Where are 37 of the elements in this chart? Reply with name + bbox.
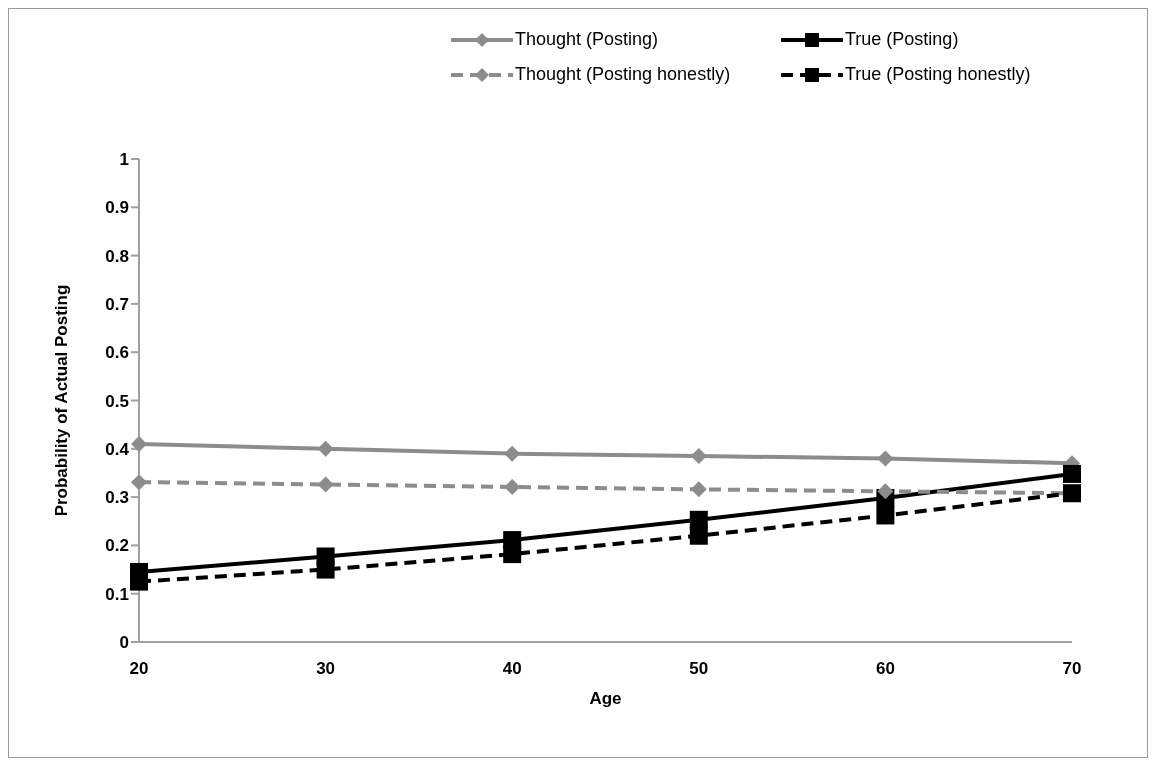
point [503,545,522,564]
y-tick-label: 0.6 [105,343,129,363]
point [504,445,521,462]
x-tick-label: 50 [689,659,709,679]
point [317,440,334,457]
y-tick-label: 0.5 [105,391,129,411]
y-tick-label: 0.1 [105,584,129,604]
point [876,506,895,525]
point [131,435,147,452]
y-tick-label: 0.3 [105,488,129,508]
y-axis-title: Probability of Actual Posting [52,284,72,517]
point [131,474,147,491]
point [877,483,894,500]
point [689,526,708,545]
point [877,450,894,467]
y-tick-label: 1 [119,150,129,170]
legend-label: True (Posting) [845,29,959,50]
y-tick-label: 0.9 [105,198,129,218]
legend-label: True (Posting honestly) [845,64,1031,85]
point [1063,464,1081,483]
legend-label: Thought (Posting honestly) [515,64,731,85]
x-tick-label: 30 [316,659,336,679]
x-tick-label: 40 [502,659,522,679]
x-tick-label: 20 [129,659,149,679]
x-tick-label: 60 [875,659,895,679]
point [316,560,335,579]
y-tick-label: 0.4 [105,439,130,459]
point [504,478,521,495]
point [690,481,707,498]
x-axis-title: Age [589,689,622,708]
y-tick-label: 0.2 [105,536,129,556]
point [317,476,334,493]
y-tick-label: 0 [119,633,129,653]
x-tick-label: 70 [1062,659,1082,679]
y-tick-label: 0.8 [105,246,129,266]
legend-label: Thought (Posting) [515,29,659,50]
y-tick-label: 0.7 [105,294,129,314]
